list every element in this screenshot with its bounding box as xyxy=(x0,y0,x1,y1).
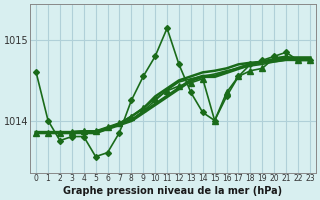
X-axis label: Graphe pression niveau de la mer (hPa): Graphe pression niveau de la mer (hPa) xyxy=(63,186,283,196)
